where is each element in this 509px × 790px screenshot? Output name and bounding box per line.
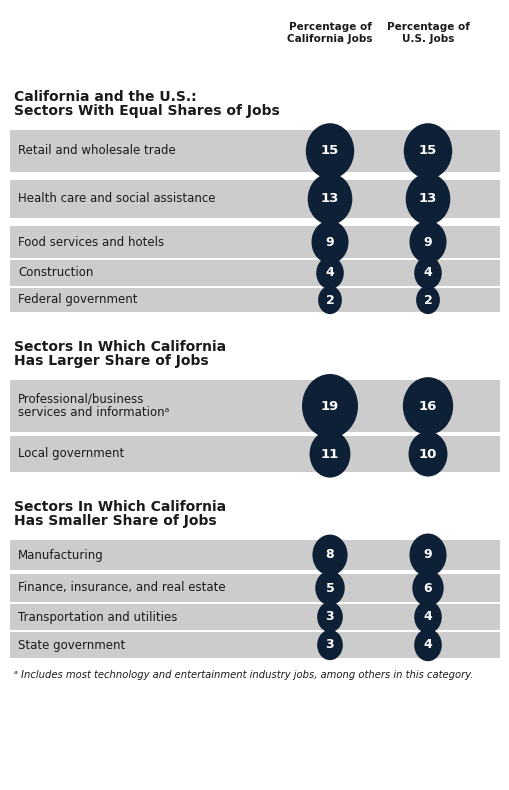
Text: Food services and hotels: Food services and hotels — [18, 235, 164, 249]
Text: Sectors With Equal Shares of Jobs: Sectors With Equal Shares of Jobs — [14, 104, 279, 118]
Text: 11: 11 — [320, 447, 338, 461]
Text: Has Smaller Share of Jobs: Has Smaller Share of Jobs — [14, 514, 216, 528]
Text: 3: 3 — [325, 611, 334, 623]
Text: 2: 2 — [325, 294, 334, 307]
Text: Professional/business: Professional/business — [18, 393, 144, 405]
Text: 3: 3 — [325, 638, 334, 652]
Bar — [10, 226, 499, 258]
Ellipse shape — [405, 173, 449, 224]
Text: Has Larger Share of Jobs: Has Larger Share of Jobs — [14, 354, 208, 368]
Ellipse shape — [409, 533, 446, 577]
Bar — [10, 436, 499, 472]
Text: California and the U.S.:: California and the U.S.: — [14, 90, 196, 104]
Text: 9: 9 — [325, 235, 334, 249]
Text: Sectors In Which California: Sectors In Which California — [14, 340, 225, 354]
Text: Percentage of
U.S. Jobs: Percentage of U.S. Jobs — [386, 22, 468, 43]
Text: Retail and wholesale trade: Retail and wholesale trade — [18, 145, 176, 157]
Ellipse shape — [318, 286, 341, 314]
Ellipse shape — [307, 173, 352, 224]
Text: 10: 10 — [418, 447, 436, 461]
Ellipse shape — [317, 630, 342, 660]
Bar — [10, 260, 499, 286]
Text: 4: 4 — [325, 266, 334, 280]
Ellipse shape — [316, 257, 343, 289]
Ellipse shape — [315, 570, 344, 605]
Text: Manufacturing: Manufacturing — [18, 548, 103, 562]
Text: Finance, insurance, and real estate: Finance, insurance, and real estate — [18, 581, 225, 595]
Text: Transportation and utilities: Transportation and utilities — [18, 611, 177, 623]
Text: Federal government: Federal government — [18, 294, 137, 307]
Ellipse shape — [312, 535, 347, 575]
Bar — [10, 380, 499, 432]
Text: 4: 4 — [423, 611, 432, 623]
Text: Construction: Construction — [18, 266, 93, 280]
Text: Percentage of
California Jobs: Percentage of California Jobs — [287, 22, 372, 43]
Bar — [10, 540, 499, 570]
Text: 8: 8 — [325, 548, 334, 562]
Bar — [10, 604, 499, 630]
Bar — [10, 632, 499, 658]
Text: Local government: Local government — [18, 447, 124, 461]
Text: 15: 15 — [320, 145, 338, 157]
Text: 9: 9 — [423, 235, 432, 249]
Text: 15: 15 — [418, 145, 436, 157]
Bar — [10, 574, 499, 602]
Ellipse shape — [402, 377, 453, 435]
Ellipse shape — [305, 123, 354, 179]
Ellipse shape — [403, 123, 451, 179]
Ellipse shape — [409, 220, 446, 264]
Text: Sectors In Which California: Sectors In Which California — [14, 500, 225, 514]
Text: services and informationᵃ: services and informationᵃ — [18, 407, 169, 419]
Bar — [10, 180, 499, 218]
Ellipse shape — [413, 257, 441, 289]
Bar — [10, 288, 499, 312]
Bar — [10, 130, 499, 172]
Ellipse shape — [413, 629, 441, 661]
Ellipse shape — [317, 602, 342, 632]
Ellipse shape — [411, 570, 443, 606]
Text: 2: 2 — [423, 294, 432, 307]
Text: 16: 16 — [418, 400, 436, 412]
Text: 4: 4 — [423, 266, 432, 280]
Text: 9: 9 — [423, 548, 432, 562]
Ellipse shape — [309, 431, 350, 478]
Text: 13: 13 — [320, 193, 338, 205]
Text: 5: 5 — [325, 581, 334, 595]
Text: 6: 6 — [423, 581, 432, 595]
Text: 19: 19 — [320, 400, 338, 412]
Text: Health care and social assistance: Health care and social assistance — [18, 193, 215, 205]
Ellipse shape — [311, 220, 348, 264]
Text: 4: 4 — [423, 638, 432, 652]
Text: State government: State government — [18, 638, 125, 652]
Ellipse shape — [301, 374, 357, 438]
Ellipse shape — [415, 286, 439, 314]
Ellipse shape — [413, 600, 441, 634]
Text: 13: 13 — [418, 193, 436, 205]
Ellipse shape — [408, 431, 446, 476]
Text: ᵃ Includes most technology and entertainment industry jobs, among others in this: ᵃ Includes most technology and entertain… — [14, 670, 472, 680]
